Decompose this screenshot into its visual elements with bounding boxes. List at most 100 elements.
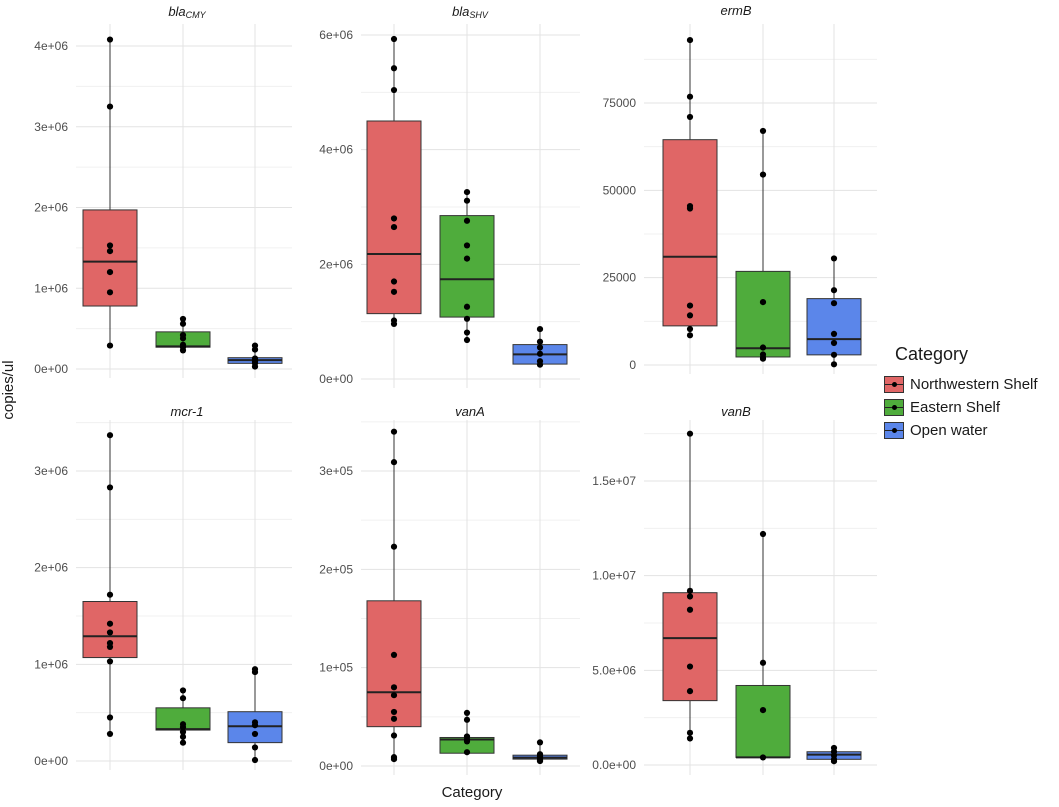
panel-title: blaSHV	[452, 4, 489, 20]
data-point-northwestern-shelf	[686, 205, 694, 212]
data-point-northwestern-shelf	[686, 587, 694, 594]
data-point-eastern-shelf	[759, 344, 767, 351]
y-tick-label: 1e+05	[319, 661, 353, 675]
y-tick-label: 0e+00	[34, 362, 68, 376]
data-point-northwestern-shelf	[390, 715, 398, 722]
data-point-eastern-shelf	[179, 335, 187, 342]
data-point-northwestern-shelf	[390, 651, 398, 658]
data-point-northwestern-shelf	[390, 692, 398, 699]
box-eastern-shelf	[735, 684, 791, 758]
legend-title: Category	[895, 344, 969, 364]
data-point-northwestern-shelf	[686, 93, 694, 100]
data-point-northwestern-shelf	[106, 658, 114, 665]
data-point-northwestern-shelf	[106, 242, 114, 249]
data-point-northwestern-shelf	[106, 484, 114, 491]
data-point-northwestern-shelf	[686, 606, 694, 613]
panel-blacmy: 0e+00 1e+06 2e+06 3e+06 4e+06 blaCMY	[34, 4, 292, 378]
data-point-eastern-shelf	[759, 355, 767, 362]
legend-key-open-water	[884, 422, 904, 439]
data-point-eastern-shelf	[179, 687, 187, 694]
data-point-northwestern-shelf	[390, 708, 398, 716]
data-point-northwestern-shelf	[390, 684, 398, 691]
data-point-northwestern-shelf	[686, 663, 694, 670]
data-point-northwestern-shelf	[106, 591, 114, 598]
data-point-northwestern-shelf	[686, 113, 694, 121]
panel-title: vanA	[455, 404, 485, 419]
data-point-northwestern-shelf	[106, 629, 114, 636]
data-point-open-water	[830, 339, 838, 347]
data-point-eastern-shelf	[463, 738, 471, 745]
panel-mcr-1: 0e+00 1e+06 2e+06 3e+06 mcr-1	[34, 404, 292, 770]
data-point-eastern-shelf	[179, 315, 187, 323]
data-point-open-water	[536, 344, 544, 351]
data-point-open-water	[830, 287, 838, 294]
data-point-northwestern-shelf	[106, 714, 114, 721]
data-point-northwestern-shelf	[106, 269, 114, 276]
data-point-eastern-shelf	[179, 728, 187, 736]
data-point-open-water	[536, 326, 544, 333]
y-tick-label: 0	[629, 358, 636, 372]
legend-item-northwestern-shelf: Northwestern Shelf	[884, 373, 1059, 396]
y-tick-label: 75000	[603, 96, 637, 110]
legend-item-eastern-shelf: Eastern Shelf	[884, 396, 1059, 419]
panel-ermb: 0 25000 50000 75000 ermB	[603, 3, 877, 374]
data-point-eastern-shelf	[463, 716, 471, 723]
data-point-open-water	[251, 363, 259, 370]
data-point-open-water	[251, 668, 259, 676]
data-point-eastern-shelf	[463, 217, 471, 224]
data-point-open-water	[251, 730, 259, 738]
y-axis-label: copies/ul	[0, 360, 17, 419]
panel-title-main: mcr-1	[171, 404, 204, 419]
data-point-eastern-shelf	[463, 315, 471, 322]
legend-label: Northwestern Shelf	[910, 376, 1038, 393]
panel-title-main: vanB	[721, 404, 751, 419]
data-point-northwestern-shelf	[390, 35, 398, 43]
data-point-northwestern-shelf	[106, 342, 114, 349]
y-tick-label: 2e+06	[34, 201, 68, 215]
data-point-northwestern-shelf	[390, 732, 398, 739]
data-point-eastern-shelf	[759, 659, 767, 666]
data-point-open-water	[830, 255, 838, 262]
y-tick-label: 5.0e+06	[592, 663, 636, 677]
box-eastern-shelf	[439, 215, 495, 318]
data-point-eastern-shelf	[179, 695, 187, 702]
data-point-northwestern-shelf	[686, 729, 694, 736]
data-point-open-water	[251, 744, 259, 751]
data-point-open-water	[536, 757, 544, 765]
data-point-northwestern-shelf	[390, 86, 398, 94]
box-eastern-shelf	[735, 270, 791, 358]
data-point-northwestern-shelf	[686, 312, 694, 319]
y-tick-label: 25000	[603, 271, 637, 285]
panel-title: ermB	[720, 3, 751, 18]
panel-title-main: bla	[452, 4, 469, 19]
y-tick-label: 6e+06	[319, 28, 353, 42]
data-point-northwestern-shelf	[106, 103, 114, 110]
data-point-eastern-shelf	[179, 724, 187, 731]
data-point-northwestern-shelf	[686, 735, 694, 742]
data-point-open-water	[830, 351, 838, 358]
data-point-northwestern-shelf	[686, 325, 694, 333]
data-point-northwestern-shelf	[390, 428, 398, 435]
data-point-open-water	[536, 739, 544, 746]
data-point-northwestern-shelf	[106, 432, 114, 439]
data-point-open-water	[251, 346, 259, 353]
data-point-eastern-shelf	[759, 171, 767, 178]
data-point-northwestern-shelf	[390, 215, 398, 222]
data-point-open-water	[251, 756, 259, 764]
panel-title-main: vanA	[455, 404, 485, 419]
box-open-water	[806, 298, 862, 356]
data-point-open-water	[830, 330, 838, 338]
data-point-eastern-shelf	[463, 749, 471, 756]
y-tick-label: 2e+05	[319, 562, 353, 576]
data-point-northwestern-shelf	[106, 643, 114, 651]
y-tick-label: 1.5e+07	[592, 474, 636, 488]
data-point-eastern-shelf	[759, 530, 767, 538]
data-point-eastern-shelf	[463, 255, 471, 262]
data-point-eastern-shelf	[463, 709, 471, 717]
data-point-open-water	[536, 350, 544, 357]
y-tick-label: 0e+00	[319, 372, 353, 386]
data-point-open-water	[536, 361, 544, 368]
data-point-eastern-shelf	[759, 754, 767, 761]
y-tick-label: 50000	[603, 183, 637, 197]
